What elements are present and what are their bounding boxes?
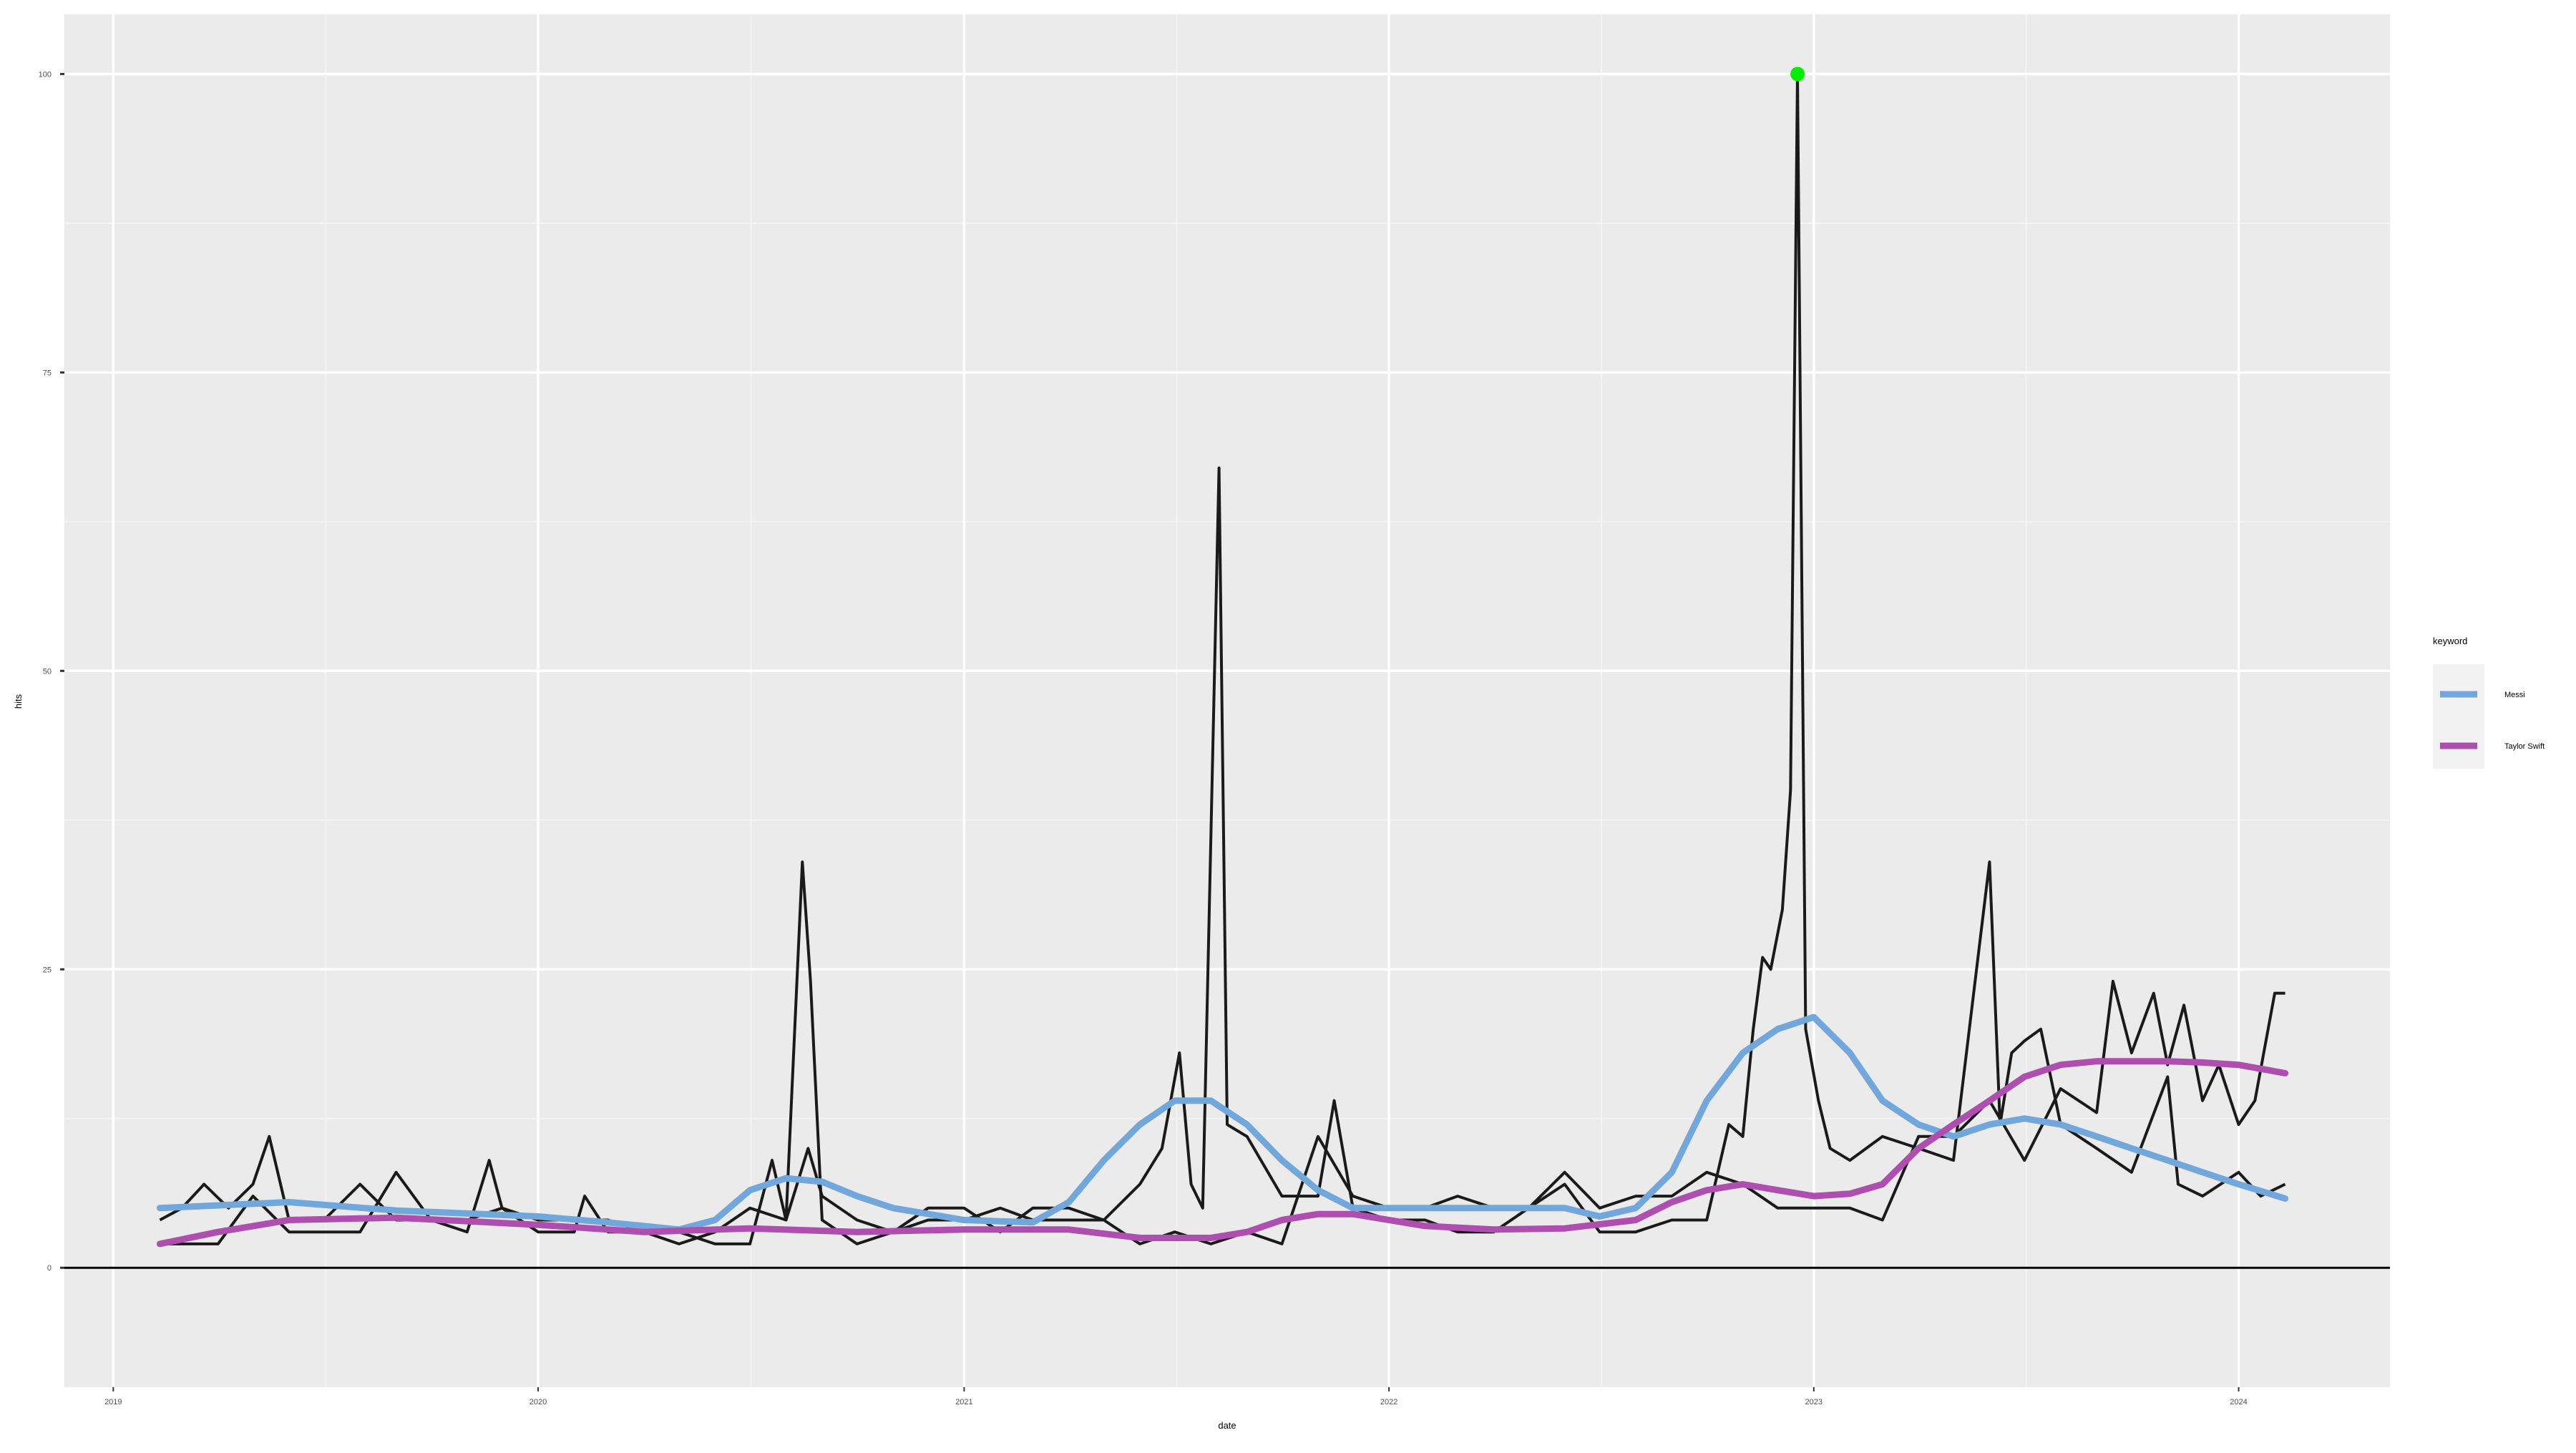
y-tick-label: 75 xyxy=(43,369,52,377)
y-tick-label: 25 xyxy=(43,966,52,974)
plot-panel xyxy=(64,14,2390,1387)
x-axis: 2019 2020 2021 2022 2023 2024 xyxy=(104,1387,2248,1406)
x-tick-label: 2024 xyxy=(2230,1398,2247,1406)
legend-items: Messi Taylor Swift xyxy=(2440,691,2545,751)
y-tick-label: 50 xyxy=(43,667,52,676)
y-axis: 0 25 50 75 100 xyxy=(39,70,64,1273)
smooth-series-layer xyxy=(156,1014,2289,1248)
x-axis-title: date xyxy=(1218,1420,1236,1431)
smooth-line-messi xyxy=(156,1014,2289,1233)
legend-key-bg xyxy=(2433,664,2484,769)
x-tick-label: 2023 xyxy=(1805,1398,1823,1406)
x-tick-label: 2019 xyxy=(104,1398,122,1406)
x-tick-label: 2020 xyxy=(530,1398,547,1406)
highlight-layer xyxy=(1790,67,1805,82)
y-axis-title: hits xyxy=(13,694,24,709)
x-tick-label: 2021 xyxy=(955,1398,972,1406)
raw-line-taylor-swift xyxy=(160,979,2285,1245)
y-tick-label: 0 xyxy=(47,1264,52,1273)
y-tick-label: 100 xyxy=(39,70,52,79)
legend-title: keyword xyxy=(2433,636,2467,646)
legend-label: Taylor Swift xyxy=(2504,742,2545,751)
smooth-line-taylor-swift xyxy=(156,1058,2289,1248)
major-grid xyxy=(64,14,2390,1387)
legend: keyword Messi Taylor Swift xyxy=(2433,636,2545,769)
max-point-marker xyxy=(1790,67,1805,82)
x-tick-label: 2022 xyxy=(1380,1398,1397,1406)
legend-label: Messi xyxy=(2504,691,2525,699)
